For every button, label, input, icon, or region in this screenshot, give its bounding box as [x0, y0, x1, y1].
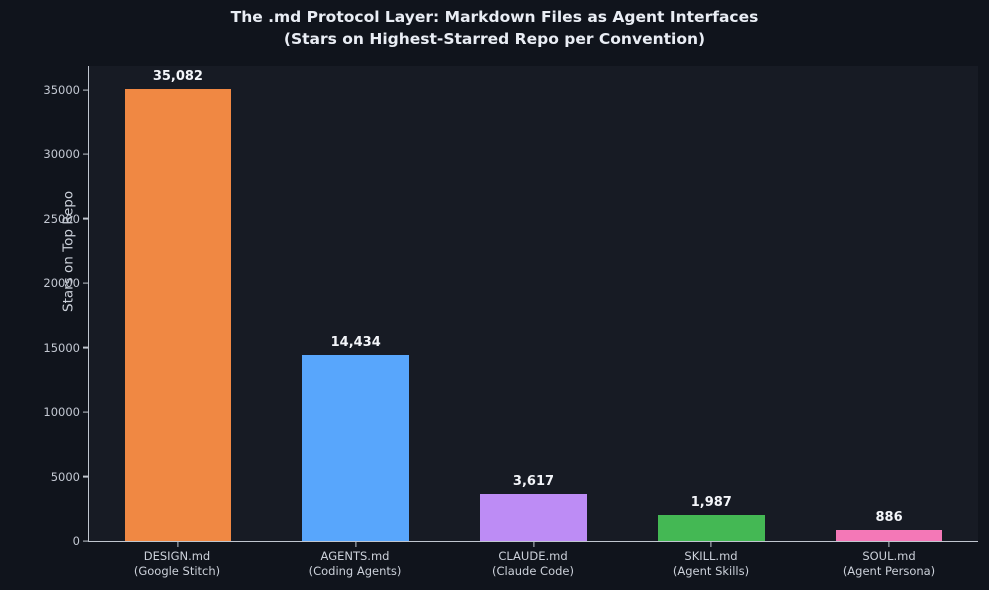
- chart-title: The .md Protocol Layer: Markdown Files a…: [0, 6, 989, 50]
- bar-slot: 14,434: [267, 66, 445, 541]
- bar-value-label: 1,987: [690, 495, 732, 511]
- bar: [835, 529, 943, 541]
- y-tick-label: 25000: [43, 211, 80, 226]
- y-tick-mark: [83, 540, 88, 542]
- bar-slot: 886: [800, 66, 978, 541]
- bar: [302, 354, 410, 541]
- x-category-label-line: (Agent Persona): [842, 564, 936, 578]
- y-tick-mark: [83, 282, 88, 284]
- y-tick-label: 30000: [43, 147, 80, 162]
- x-tick-mark: [177, 542, 179, 547]
- x-tick-mark: [888, 542, 890, 547]
- y-tick-label: 5000: [50, 469, 80, 484]
- x-category-label-line: AGENTS.md: [320, 549, 390, 563]
- y-tick-mark: [83, 153, 88, 155]
- x-category-label: SKILL.md (Agent Skills): [622, 549, 800, 579]
- chart-title-line1: The .md Protocol Layer: Markdown Files a…: [230, 8, 759, 26]
- x-category-label: SOUL.md (Agent Persona): [800, 549, 978, 579]
- plot-area: 0 5000 10000 15000 20000 25000 30000 35000 35,0…: [43, 66, 978, 548]
- y-tick-mark: [83, 89, 88, 91]
- bar-value-label: 35,082: [152, 68, 203, 84]
- bar-value-label: 14,434: [330, 334, 381, 350]
- x-category-label: DESIGN.md (Google Stitch): [88, 549, 266, 579]
- x-category-label-line: (Claude Code): [491, 564, 574, 578]
- y-tick-mark: [83, 346, 88, 349]
- y-tick-mark: [83, 475, 88, 478]
- x-category-label-line: (Agent Skills): [672, 564, 750, 578]
- y-tick-mark: [83, 411, 88, 413]
- x-category-label-line: DESIGN.md: [143, 549, 211, 563]
- x-category-label-line: SOUL.md: [862, 549, 916, 563]
- y-tick-label: 0: [72, 534, 80, 548]
- x-category-label-line: SKILL.md: [684, 549, 738, 563]
- bar-slot: 35,082: [89, 66, 267, 541]
- bar: [480, 494, 587, 541]
- bar-value-label: 3,617: [512, 474, 555, 490]
- x-category-label-line: CLAUDE.md: [498, 549, 568, 563]
- bar-slot: 1,987: [622, 66, 800, 541]
- y-tick-label: 10000: [43, 405, 80, 420]
- y-tick-label: 20000: [43, 276, 80, 291]
- x-category-label: AGENTS.md (Coding Agents): [266, 549, 444, 579]
- chart-title-line2: (Stars on Highest-Starred Repo per Conve…: [283, 30, 706, 48]
- x-category-label-line: (Coding Agents): [308, 564, 402, 578]
- y-tick-label: 35000: [43, 82, 80, 97]
- bar: [657, 515, 765, 541]
- bar-series: 35,082 14,434 3,617 1,987 886: [89, 66, 978, 541]
- y-tick-label: 15000: [43, 340, 80, 355]
- bar-value-label: 886: [875, 509, 903, 525]
- bar: [124, 88, 232, 541]
- x-axis-labels: DESIGN.md (Google Stitch) AGENTS.md (Coding…: [88, 549, 978, 579]
- x-tick-mark: [532, 542, 535, 547]
- x-tick-mark: [355, 542, 357, 547]
- y-axis-label: Stars on Top Repo: [60, 190, 77, 312]
- x-category-label-line: (Google Stitch): [133, 564, 221, 578]
- bar-slot: 3,617: [445, 66, 623, 541]
- y-tick-mark: [83, 218, 88, 220]
- x-category-label: CLAUDE.md (Claude Code): [444, 549, 622, 579]
- x-tick-mark: [710, 542, 712, 547]
